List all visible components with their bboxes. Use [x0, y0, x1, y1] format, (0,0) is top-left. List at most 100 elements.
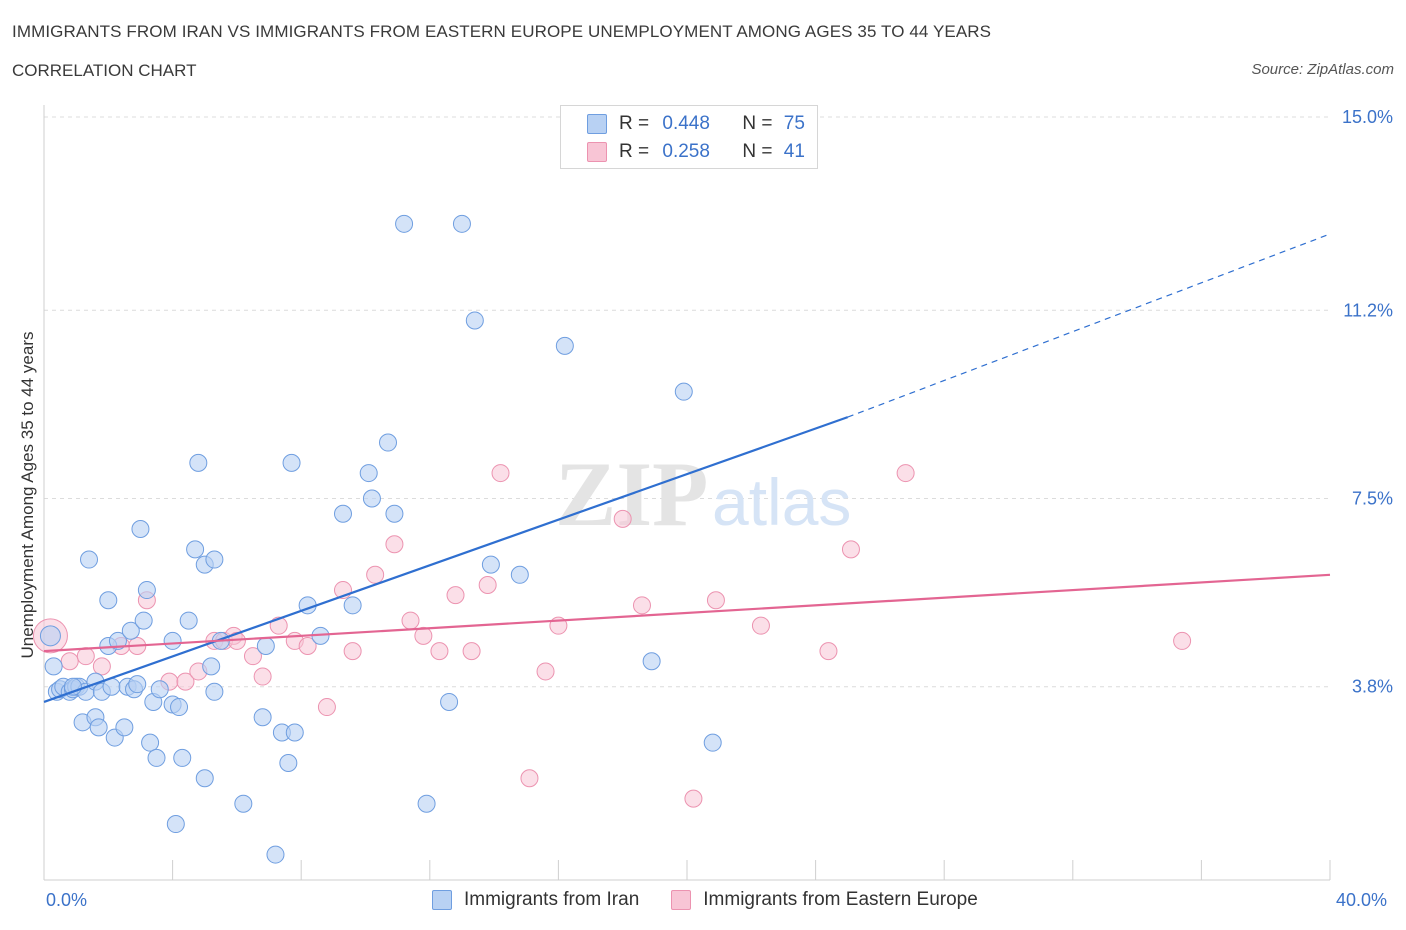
stats-legend-row-ee: R = 0.258 N = 41 — [587, 139, 805, 165]
ee-point — [446, 586, 465, 605]
iran-point — [465, 311, 484, 330]
iran-point — [121, 621, 140, 640]
iran-n-value: 75 — [783, 113, 805, 134]
y-tick-label: 3.8% — [1352, 677, 1393, 697]
ee-point — [613, 509, 632, 528]
ee-point — [751, 616, 770, 635]
iran-point — [170, 698, 189, 717]
iran-point — [642, 652, 661, 671]
iran-point — [379, 433, 398, 452]
iran-point — [147, 748, 166, 767]
iran-point — [285, 723, 304, 742]
x-tick-label-min: 0.0% — [46, 890, 88, 910]
iran-point — [80, 550, 99, 569]
stats-legend-row-iran: R = 0.448 N = 75 — [587, 111, 805, 137]
watermark: ZIP atlas — [555, 443, 851, 545]
legend-item-eastern-europe[interactable]: Immigrants from Eastern Europe — [671, 889, 978, 911]
ee-r-label: R = — [619, 141, 655, 162]
ee-point — [841, 540, 860, 559]
y-tick-label: 11.2% — [1343, 300, 1393, 320]
iran-point — [333, 504, 352, 523]
ee-swatch — [587, 142, 607, 162]
ee-n-label: N = — [742, 141, 778, 162]
y-tick-label: 15.0% — [1342, 107, 1393, 127]
iran-point — [115, 718, 134, 737]
series-legend: Immigrants from Iran Immigrants from Eas… — [432, 889, 1010, 911]
stats-legend: R = 0.448 N = 75 R = 0.258 N = 41 — [560, 105, 818, 169]
ee-point — [430, 642, 449, 661]
x-tick-label-max: 40.0% — [1336, 890, 1388, 910]
iran-point — [282, 453, 301, 472]
legend-item-iran[interactable]: Immigrants from Iran — [432, 889, 639, 911]
iran-point — [163, 631, 182, 650]
grid-lines — [44, 116, 1330, 688]
ee-trend-line — [43, 573, 1331, 653]
iran-point — [150, 680, 169, 699]
ee-point — [478, 575, 497, 594]
ee-point — [684, 789, 703, 808]
chart-title: IMMIGRANTS FROM IRAN VS IMMIGRANTS FROM … — [12, 22, 992, 41]
ee-point — [462, 642, 481, 661]
ee-point — [491, 464, 510, 483]
iran-point — [134, 611, 153, 630]
iran-swatch — [587, 114, 607, 134]
iran-point — [205, 682, 224, 701]
iran-point — [234, 794, 253, 813]
iran-point — [186, 540, 205, 559]
iran-trend-line — [43, 416, 849, 704]
iran-point — [99, 591, 118, 610]
y-axis-label: Unemployment Among Ages 35 to 44 years — [18, 331, 37, 659]
chart-subtitle: CORRELATION CHART — [12, 61, 197, 80]
ee-point — [632, 596, 651, 615]
iran-point — [131, 520, 150, 539]
iran-point — [452, 214, 471, 233]
trend-lines — [43, 233, 1331, 704]
ee-point — [317, 698, 336, 717]
ee-point — [60, 652, 79, 671]
ee-r-value: 0.258 — [662, 141, 710, 162]
iran-point — [253, 708, 272, 727]
iran-r-label: R = — [619, 113, 655, 134]
y-axis-label-wrap: Unemployment Among Ages 35 to 44 years — [16, 300, 40, 690]
ee-point — [253, 667, 272, 686]
iran-point — [189, 453, 208, 472]
iran-point — [128, 675, 147, 694]
iran-point — [674, 382, 693, 401]
ee-point — [366, 565, 385, 584]
legend-label-eastern-europe: Immigrants from Eastern Europe — [703, 889, 978, 910]
source-credit: Source: ZipAtlas.com — [1251, 61, 1394, 78]
iran-trend-extension — [847, 233, 1331, 418]
ee-point — [1173, 631, 1192, 650]
iran-point — [359, 464, 378, 483]
ee-point — [414, 626, 433, 645]
ee-point — [343, 642, 362, 661]
iran-point — [279, 754, 298, 773]
iran-point — [266, 845, 285, 864]
series-eastern-europe-points — [32, 464, 1192, 808]
iran-point — [440, 692, 459, 711]
iran-point — [205, 550, 224, 569]
iran-point — [555, 336, 574, 355]
iran-point — [417, 794, 436, 813]
iran-point — [44, 657, 63, 676]
ee-point — [385, 535, 404, 554]
legend-swatch-iran — [432, 890, 452, 910]
ee-point — [819, 642, 838, 661]
iran-point — [362, 489, 381, 508]
iran-point — [510, 565, 529, 584]
ee-point — [706, 591, 725, 610]
axes — [43, 105, 1331, 881]
ee-point — [896, 464, 915, 483]
iran-point — [703, 733, 722, 752]
iran-point — [179, 611, 198, 630]
iran-point — [481, 555, 500, 574]
iran-r-value: 0.448 — [662, 113, 710, 134]
ee-point — [243, 647, 262, 666]
ee-point — [536, 662, 555, 681]
ee-point — [520, 769, 539, 788]
ee-point — [298, 637, 317, 656]
iran-point — [137, 581, 156, 600]
legend-swatch-eastern-europe — [671, 890, 692, 910]
iran-point — [256, 637, 275, 656]
